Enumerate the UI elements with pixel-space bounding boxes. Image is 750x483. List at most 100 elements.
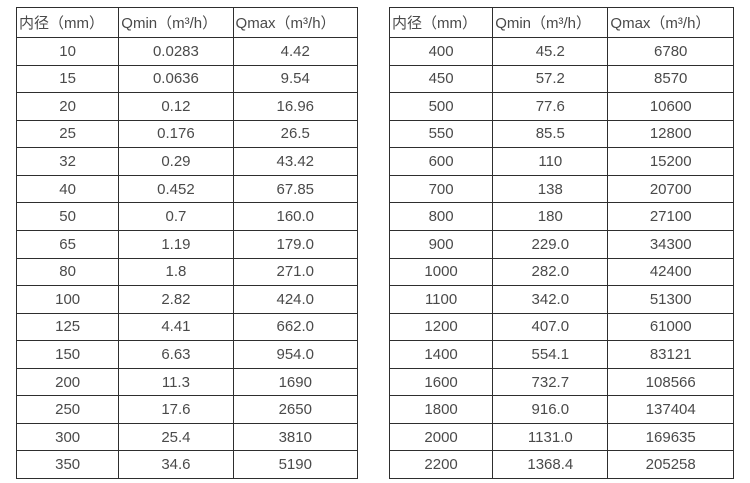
table-cell: 400 — [388, 37, 494, 66]
table-cell: 40 — [15, 174, 120, 204]
header-row: 内径（mm） Qmin（m³/h） Qmax（m³/h） — [388, 7, 734, 38]
table-cell: 150 — [15, 340, 120, 369]
table-cell: 250 — [15, 395, 120, 424]
table-cell: 125 — [15, 312, 120, 342]
table-row: 550 85.5 12800 — [388, 119, 734, 149]
table-cell: 229.0 — [492, 229, 609, 259]
table-cell: 34.6 — [118, 450, 234, 479]
table-cell: 6780 — [607, 37, 734, 66]
table-row: 150 6.63 954.0 — [15, 340, 359, 369]
table-cell: 1200 — [388, 312, 494, 342]
table-cell: 34300 — [607, 229, 734, 259]
table-cell: 1000 — [388, 257, 494, 287]
column-header: Qmax（m³/h） — [607, 7, 734, 38]
table-cell: 662.0 — [232, 312, 359, 342]
table-row: 32 0.29 43.42 — [15, 147, 359, 176]
table-cell: 700 — [388, 174, 494, 204]
table-row: 1400 554.1 83121 — [388, 340, 734, 369]
table-row: 80 1.8 271.0 — [15, 257, 359, 287]
table-cell: 20 — [15, 92, 120, 121]
table-cell: 6.63 — [118, 340, 234, 369]
table-cell: 2000 — [388, 422, 494, 452]
column-header: Qmax（m³/h） — [232, 7, 359, 38]
table-cell: 85.5 — [492, 119, 609, 149]
table-cell: 2.82 — [118, 285, 234, 314]
table-cell: 15 — [15, 64, 120, 94]
table-cell: 57.2 — [492, 64, 609, 94]
table-cell: 25.4 — [118, 422, 234, 452]
table-row: 700 138 20700 — [388, 174, 734, 204]
table-row: 600 110 15200 — [388, 147, 734, 176]
table-row: 50 0.7 160.0 — [15, 202, 359, 231]
table-cell: 8570 — [607, 64, 734, 94]
table-cell: 11.3 — [118, 367, 234, 397]
table-cell: 1600 — [388, 367, 494, 397]
table-cell: 282.0 — [492, 257, 609, 287]
table-cell: 554.1 — [492, 340, 609, 369]
table-cell: 350 — [15, 450, 120, 479]
table-cell: 0.29 — [118, 147, 234, 176]
table-cell: 342.0 — [492, 285, 609, 314]
table-row: 65 1.19 179.0 — [15, 229, 359, 259]
table-cell: 25 — [15, 119, 120, 149]
table-cell: 137404 — [607, 395, 734, 424]
table-row: 10 0.0283 4.42 — [15, 37, 359, 66]
table-cell: 407.0 — [492, 312, 609, 342]
table-cell: 1.8 — [118, 257, 234, 287]
table-cell: 16.96 — [232, 92, 359, 121]
table-cell: 800 — [388, 202, 494, 231]
table-cell: 80 — [15, 257, 120, 287]
table-row: 2200 1368.4 205258 — [388, 450, 734, 479]
table-cell: 138 — [492, 174, 609, 204]
table-cell: 108566 — [607, 367, 734, 397]
table-row: 1600 732.7 108566 — [388, 367, 734, 397]
table-cell: 5190 — [232, 450, 359, 479]
table-cell: 2650 — [232, 395, 359, 424]
table-cell: 45.2 — [492, 37, 609, 66]
table-cell: 1100 — [388, 285, 494, 314]
table-cell: 0.0283 — [118, 37, 234, 66]
table-cell: 300 — [15, 422, 120, 452]
table-cell: 83121 — [607, 340, 734, 369]
table-row: 800 180 27100 — [388, 202, 734, 231]
table-row: 100 2.82 424.0 — [15, 285, 359, 314]
header-row: 内径（mm） Qmin（m³/h） Qmax（m³/h） — [15, 7, 359, 38]
column-header: Qmin（m³/h） — [118, 7, 234, 38]
table-cell: 100 — [15, 285, 120, 314]
table-cell: 3810 — [232, 422, 359, 452]
table-cell: 450 — [388, 64, 494, 94]
table-row: 350 34.6 5190 — [15, 450, 359, 479]
table-cell: 900 — [388, 229, 494, 259]
table-cell: 1131.0 — [492, 422, 609, 452]
table-cell: 4.41 — [118, 312, 234, 342]
table-row: 200 11.3 1690 — [15, 367, 359, 397]
table-cell: 77.6 — [492, 92, 609, 121]
table-cell: 0.452 — [118, 174, 234, 204]
table-cell: 1400 — [388, 340, 494, 369]
table-cell: 600 — [388, 147, 494, 176]
table-cell: 50 — [15, 202, 120, 231]
table-row: 2000 1131.0 169635 — [388, 422, 734, 452]
table-cell: 732.7 — [492, 367, 609, 397]
table-cell: 15200 — [607, 147, 734, 176]
table-cell: 160.0 — [232, 202, 359, 231]
table-cell: 1800 — [388, 395, 494, 424]
table-cell: 0.7 — [118, 202, 234, 231]
table-cell: 916.0 — [492, 395, 609, 424]
table-cell: 1368.4 — [492, 450, 609, 479]
table-row: 500 77.6 10600 — [388, 92, 734, 121]
table-cell: 17.6 — [118, 395, 234, 424]
flow-spec-table-small-diameters: 内径（mm） Qmin（m³/h） Qmax（m³/h） 10 0.0283 4.42 15… — [15, 7, 359, 479]
table-cell: 10600 — [607, 92, 734, 121]
table-cell: 169635 — [607, 422, 734, 452]
table-cell: 2200 — [388, 450, 494, 479]
table-cell: 51300 — [607, 285, 734, 314]
table-cell: 0.176 — [118, 119, 234, 149]
table-cell: 1690 — [232, 367, 359, 397]
table-cell: 179.0 — [232, 229, 359, 259]
table-row: 450 57.2 8570 — [388, 64, 734, 94]
table-row: 1800 916.0 137404 — [388, 395, 734, 424]
table-row: 250 17.6 2650 — [15, 395, 359, 424]
table-cell: 954.0 — [232, 340, 359, 369]
table-cell: 550 — [388, 119, 494, 149]
